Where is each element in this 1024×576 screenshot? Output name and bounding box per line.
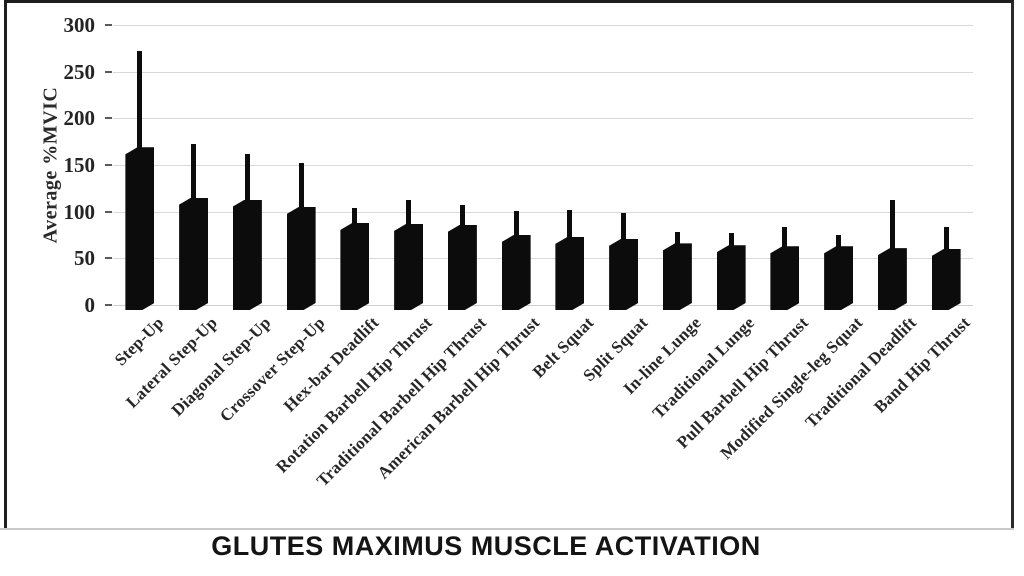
bar-diagonal-step-up — [233, 200, 262, 310]
error-whisker — [459, 205, 465, 231]
error-whisker — [621, 212, 627, 245]
error-whisker — [352, 207, 358, 229]
x-axis-labels: Step-Up Lateral Step-Up Diagonal Step-Up Cr… — [111, 313, 974, 523]
gridline-300 — [113, 25, 973, 26]
frame-bottom-separator — [0, 528, 1014, 530]
bar-hex-bar-deadlift — [340, 223, 369, 310]
bar-in-line-lunge — [663, 243, 692, 310]
y-tick-label-200: 200 — [63, 106, 96, 131]
x-axis-label: Band Hip Thrust — [870, 313, 974, 417]
error-whisker — [836, 235, 842, 253]
bar-pull-barbell-hip-thrust — [770, 246, 799, 310]
error-whisker — [137, 51, 143, 154]
bar-modified-single-leg-squat — [824, 246, 853, 310]
error-whisker — [889, 200, 895, 255]
error-whisker — [567, 209, 573, 243]
y-tick-label-250: 250 — [63, 59, 96, 84]
y-tick-mark — [105, 257, 112, 260]
error-whisker — [943, 226, 949, 255]
gridline-150 — [113, 165, 973, 166]
error-whisker — [674, 232, 680, 250]
y-axis-tick-labels: 0 50 100 150 200 250 300 — [7, 14, 107, 316]
y-tick-mark — [105, 210, 112, 213]
y-tick-label-100: 100 — [63, 199, 96, 224]
chart-title: GLUTES MAXIMUS MUSCLE ACTIVATION — [211, 531, 761, 561]
y-tick-mark — [105, 24, 112, 26]
error-whisker — [728, 233, 734, 252]
y-tick-label-0: 0 — [84, 293, 96, 317]
bar-rotation-barbell-hip-thrust — [394, 224, 423, 310]
y-tick-mark — [105, 70, 112, 73]
gridline-0 — [113, 305, 973, 306]
bar-belt-squat — [555, 237, 584, 310]
error-whisker — [298, 163, 304, 213]
x-axis-label: Hex-bar Deadlift — [279, 313, 383, 416]
bar-split-squat — [609, 239, 638, 310]
x-axis-label: Diagonal Step-Up — [167, 313, 275, 420]
gridline-100 — [113, 211, 973, 213]
gridline-50 — [113, 258, 973, 260]
chart-frame: Average %MVIC 0 50 100 150 200 250 300 Step-Up… — [4, 0, 1014, 528]
bar-american-barbell-hip-thrust — [502, 235, 531, 310]
error-whisker — [244, 153, 250, 206]
error-whisker — [191, 144, 197, 204]
bar-step-up — [125, 147, 154, 310]
y-tick-label-50: 50 — [74, 246, 95, 271]
error-whisker — [513, 210, 519, 241]
error-whisker — [406, 200, 412, 230]
gridline-200 — [113, 118, 973, 120]
y-tick-mark — [105, 304, 112, 306]
plot-area — [105, 24, 973, 306]
bar-band-hip-thrust — [932, 249, 961, 310]
bar-traditional-lunge — [717, 245, 746, 310]
y-tick-label-300: 300 — [63, 13, 96, 37]
bar-traditional-deadlift — [878, 248, 907, 310]
bar-lateral-step-up — [179, 198, 208, 310]
error-whisker — [782, 226, 788, 253]
y-tick-label-150: 150 — [63, 153, 96, 177]
y-tick-mark — [105, 164, 112, 166]
bar-traditional-barbell-hip-thrust — [448, 225, 477, 310]
bar-crossover-step-up — [287, 207, 316, 310]
y-tick-mark — [105, 117, 112, 120]
gridline-250 — [113, 71, 973, 73]
